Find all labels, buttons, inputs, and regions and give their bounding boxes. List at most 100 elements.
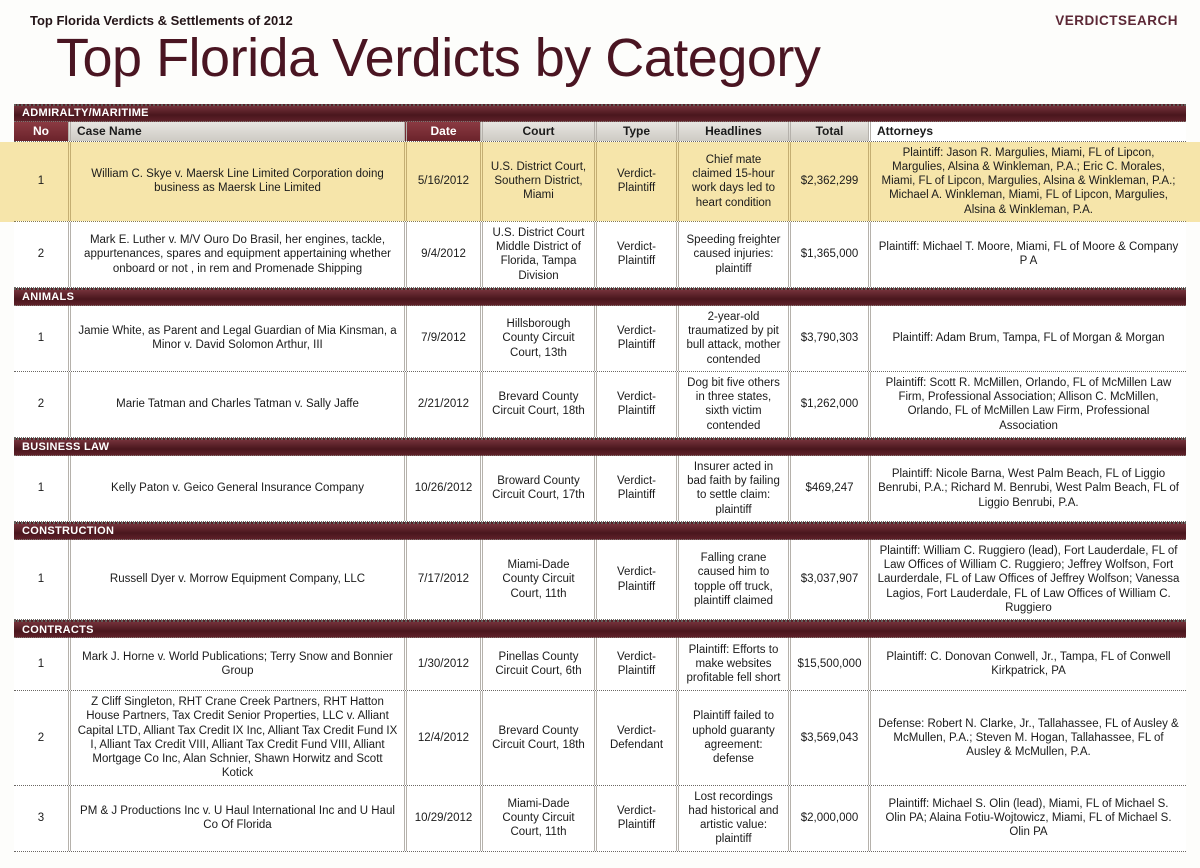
- cell-total: $15,500,000: [788, 638, 868, 691]
- cell-total: $2,362,299: [788, 141, 868, 221]
- cell-case-name: PM & J Productions Inc v. U Haul Interna…: [68, 785, 404, 851]
- category-label: CONTRACTS: [22, 623, 94, 636]
- cell-headlines: Speeding freighter caused injuries: plai…: [676, 221, 788, 287]
- category-bar: CONTRACTS: [14, 620, 1186, 639]
- cell-court: Brevard County Circuit Court, 18th: [480, 691, 594, 785]
- cell-total: $1,365,000: [788, 221, 868, 287]
- column-header-total: Total: [788, 121, 868, 141]
- cell-headlines: 2-year-old traumatized by pit bull attac…: [676, 305, 788, 371]
- table-row: 1 Mark J. Horne v. World Publications; T…: [14, 638, 1186, 692]
- brand-wordmark: VERDICTSEARCH: [1055, 13, 1178, 28]
- cell-total: $2,000,000: [788, 785, 868, 851]
- column-header-date: Date: [404, 121, 480, 141]
- cell-attorneys: Plaintiff: Scott R. McMillen, Orlando, F…: [868, 371, 1186, 437]
- verdicts-table: ADMIRALTY/MARITIME No Case Name Date Cou…: [14, 103, 1186, 852]
- cell-case-name: Mark E. Luther v. M/V Ouro Do Brasil, he…: [68, 221, 404, 287]
- cell-no: 2: [37, 731, 45, 744]
- table-header-row: No Case Name Date Court Type Headlines T…: [14, 121, 1186, 142]
- cell-date: 12/4/2012: [404, 691, 480, 785]
- cell-case-name: Marie Tatman and Charles Tatman v. Sally…: [68, 371, 404, 437]
- cell-date: 7/17/2012: [404, 539, 480, 620]
- cell-total: $1,262,000: [788, 371, 868, 437]
- category-label: ADMIRALTY/MARITIME: [22, 107, 149, 120]
- category-label: CONSTRUCTION: [22, 525, 115, 538]
- cell-case-name: Mark J. Horne v. World Publications; Ter…: [68, 638, 404, 691]
- cell-attorneys: Plaintiff: Nicole Barna, West Palm Beach…: [868, 455, 1186, 521]
- cell-type: Verdict-Plaintiff: [594, 455, 676, 521]
- cell-type: Verdict-Plaintiff: [594, 305, 676, 371]
- category-label: BUSINESS LAW: [22, 441, 110, 454]
- cell-court: U.S. District Court, Southern District, …: [480, 141, 594, 221]
- table-row: 2 Z Cliff Singleton, RHT Crane Creek Par…: [14, 691, 1186, 786]
- cell-type: Verdict-Plaintiff: [594, 638, 676, 691]
- page-header: Top Florida Verdicts & Settlements of 20…: [0, 0, 1200, 87]
- page-title: Top Florida Verdicts by Category: [56, 28, 821, 88]
- column-header-court: Court: [480, 121, 594, 141]
- cell-no: 1: [37, 482, 45, 495]
- table-row: 3 PM & J Productions Inc v. U Haul Inter…: [14, 785, 1186, 852]
- column-header-case-name: Case Name: [68, 121, 404, 141]
- table-row: 1 Jamie White, as Parent and Legal Guard…: [14, 305, 1186, 372]
- cell-total: $3,790,303: [788, 305, 868, 371]
- cell-total: $469,247: [788, 455, 868, 521]
- cell-date: 7/9/2012: [404, 305, 480, 371]
- cell-attorneys: Plaintiff: Adam Brum, Tampa, FL of Morga…: [868, 305, 1186, 371]
- cell-no: 1: [37, 332, 45, 345]
- cell-date: 10/26/2012: [404, 455, 480, 521]
- cell-court: Miami-Dade County Circuit Court, 11th: [480, 785, 594, 851]
- column-header-no: No: [14, 121, 68, 141]
- table-row: 2 Mark E. Luther v. M/V Ouro Do Brasil, …: [14, 221, 1186, 288]
- cell-type: Verdict-Plaintiff: [594, 371, 676, 437]
- cell-attorneys: Plaintiff: Jason R. Margulies, Miami, FL…: [868, 141, 1186, 221]
- cell-court: Pinellas County Circuit Court, 6th: [480, 638, 594, 691]
- cell-attorneys: Plaintiff: William C. Ruggiero (lead), F…: [868, 539, 1186, 620]
- table-row: 1 William C. Skye v. Maersk Line Limited…: [14, 141, 1186, 222]
- column-header-type: Type: [594, 121, 676, 141]
- cell-no: 1: [37, 573, 45, 586]
- cell-type: Verdict-Defendant: [594, 691, 676, 785]
- cell-court: Hillsborough County Circuit Court, 13th: [480, 305, 594, 371]
- cell-headlines: Insurer acted in bad faith by failing to…: [676, 455, 788, 521]
- category-bar: BUSINESS LAW: [14, 437, 1186, 456]
- cell-date: 9/4/2012: [404, 221, 480, 287]
- cell-headlines: Lost recordings had historical and artis…: [676, 785, 788, 851]
- cell-date: 1/30/2012: [404, 638, 480, 691]
- cell-date: 2/21/2012: [404, 371, 480, 437]
- table-row: 1 Russell Dyer v. Morrow Equipment Compa…: [14, 539, 1186, 621]
- cell-case-name: William C. Skye v. Maersk Line Limited C…: [68, 141, 404, 221]
- column-header-headlines: Headlines: [676, 121, 788, 141]
- table-row: 1 Kelly Paton v. Geico General Insurance…: [14, 455, 1186, 522]
- cell-headlines: Falling crane caused him to topple off t…: [676, 539, 788, 620]
- column-header-attorneys: Attorneys: [868, 121, 1186, 141]
- category-bar: ADMIRALTY/MARITIME: [14, 103, 1186, 122]
- cell-attorneys: Plaintiff: Michael T. Moore, Miami, FL o…: [868, 221, 1186, 287]
- cell-court: Brevard County Circuit Court, 18th: [480, 371, 594, 437]
- cell-date: 10/29/2012: [404, 785, 480, 851]
- cell-court: U.S. District Court Middle District of F…: [480, 221, 594, 287]
- cell-case-name: Russell Dyer v. Morrow Equipment Company…: [68, 539, 404, 620]
- cell-case-name: Jamie White, as Parent and Legal Guardia…: [68, 305, 404, 371]
- cell-type: Verdict-Plaintiff: [594, 141, 676, 221]
- cell-total: $3,569,043: [788, 691, 868, 785]
- cell-total: $3,037,907: [788, 539, 868, 620]
- cell-court: Miami-Dade County Circuit Court, 11th: [480, 539, 594, 620]
- table-row: 2 Marie Tatman and Charles Tatman v. Sal…: [14, 371, 1186, 438]
- cell-attorneys: Plaintiff: Michael S. Olin (lead), Miami…: [868, 785, 1186, 851]
- cell-headlines: Plaintiff failed to uphold guaranty agre…: [676, 691, 788, 785]
- cell-no: 2: [37, 248, 45, 261]
- cell-no: 2: [37, 398, 45, 411]
- document-subtitle: Top Florida Verdicts & Settlements of 20…: [30, 13, 293, 28]
- cell-no: 1: [37, 658, 45, 671]
- cell-date: 5/16/2012: [404, 141, 480, 221]
- category-bar: CONSTRUCTION: [14, 521, 1186, 540]
- cell-headlines: Chief mate claimed 15-hour work days led…: [676, 141, 788, 221]
- cell-attorneys: Plaintiff: C. Donovan Conwell, Jr., Tamp…: [868, 638, 1186, 691]
- cell-type: Verdict-Plaintiff: [594, 539, 676, 620]
- cell-case-name: Z Cliff Singleton, RHT Crane Creek Partn…: [68, 691, 404, 785]
- category-label: ANIMALS: [22, 291, 75, 304]
- cell-court: Broward County Circuit Court, 17th: [480, 455, 594, 521]
- cell-attorneys: Defense: Robert N. Clarke, Jr., Tallahas…: [868, 691, 1186, 785]
- cell-headlines: Plaintiff: Efforts to make websites prof…: [676, 638, 788, 691]
- cell-case-name: Kelly Paton v. Geico General Insurance C…: [68, 455, 404, 521]
- cell-type: Verdict-Plaintiff: [594, 785, 676, 851]
